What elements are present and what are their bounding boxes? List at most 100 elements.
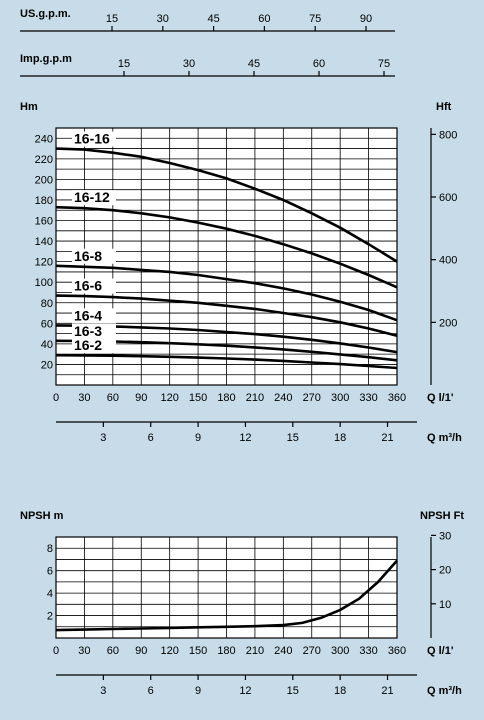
x-tick-label: 240 xyxy=(274,645,292,657)
y-tick-label: 140 xyxy=(35,236,53,248)
y-tick-label: 120 xyxy=(35,257,53,269)
secondary-tick-label: 12 xyxy=(239,685,251,697)
y-tick-label: 6 xyxy=(47,566,53,578)
secondary-tick-label: 18 xyxy=(334,685,346,697)
y-axis-label-right: NPSH Ft xyxy=(420,510,464,522)
x-tick-label: 150 xyxy=(189,645,207,657)
right-tick-label: 200 xyxy=(439,317,457,329)
y-tick-label: 220 xyxy=(35,154,53,166)
secondary-tick-label: 12 xyxy=(239,432,251,444)
y-tick-label: 2 xyxy=(47,611,53,623)
secondary-axis-label: Q m³/h xyxy=(427,432,462,444)
secondary-axis-label: Q m³/h xyxy=(427,685,462,697)
x-tick-label: 120 xyxy=(160,392,178,404)
series-label: 16-8 xyxy=(74,248,102,264)
secondary-tick-label: 9 xyxy=(195,432,201,444)
y-tick-label: 80 xyxy=(41,298,53,310)
y-tick-label: 240 xyxy=(35,133,53,145)
y-tick-label: 4 xyxy=(47,588,53,600)
series-label: 16-4 xyxy=(74,307,102,323)
unit-axis-tick-label: 45 xyxy=(207,13,219,25)
series-curve xyxy=(55,205,398,289)
unit-axis-tick-label: 75 xyxy=(309,13,321,25)
x-tick-label: 270 xyxy=(303,645,321,657)
series-label-bg xyxy=(72,248,116,264)
series-label: 16-16 xyxy=(74,131,110,147)
series-label: 16-6 xyxy=(74,278,102,294)
right-tick-label: 30 xyxy=(439,530,451,542)
x-tick-label: 180 xyxy=(217,392,235,404)
x-tick-label: 180 xyxy=(217,645,235,657)
secondary-tick-label: 15 xyxy=(287,432,299,444)
y-tick-label: 8 xyxy=(47,543,53,555)
y-tick-label: 40 xyxy=(41,339,53,351)
y-tick-label: 180 xyxy=(35,195,53,207)
secondary-tick-label: 21 xyxy=(381,432,393,444)
series-curve xyxy=(55,264,398,322)
x-tick-label: 30 xyxy=(78,392,90,404)
x-tick-label: 330 xyxy=(359,645,377,657)
x-axis-label: Q l/1' xyxy=(427,392,454,404)
x-tick-label: 360 xyxy=(388,645,406,657)
x-tick-label: 210 xyxy=(246,392,264,404)
secondary-tick-label: 6 xyxy=(148,432,154,444)
right-tick-label: 10 xyxy=(439,599,451,611)
right-tick-label: 600 xyxy=(439,192,457,204)
y-tick-label: 60 xyxy=(41,318,53,330)
x-tick-label: 270 xyxy=(303,392,321,404)
secondary-tick-label: 15 xyxy=(287,685,299,697)
secondary-tick-label: 18 xyxy=(334,432,346,444)
secondary-tick-label: 3 xyxy=(100,432,106,444)
y-tick-label: 160 xyxy=(35,216,53,228)
x-tick-label: 60 xyxy=(107,392,119,404)
right-tick-label: 400 xyxy=(439,255,457,267)
y-tick-label: 20 xyxy=(41,359,53,371)
x-tick-label: 0 xyxy=(53,645,59,657)
x-tick-label: 30 xyxy=(78,645,90,657)
unit-axis-label: US.g.p.m. xyxy=(20,8,71,20)
x-tick-label: 360 xyxy=(388,392,406,404)
x-tick-label: 300 xyxy=(331,645,349,657)
unit-axis-tick-label: 75 xyxy=(378,58,390,70)
secondary-tick-label: 9 xyxy=(195,685,201,697)
x-axis-label: Q l/1' xyxy=(427,645,454,657)
unit-axis-label: Imp.g.p.m xyxy=(20,53,72,65)
right-tick-label: 20 xyxy=(439,565,451,577)
series-label-bg xyxy=(72,308,116,324)
secondary-tick-label: 21 xyxy=(381,685,393,697)
x-tick-label: 90 xyxy=(135,645,147,657)
series-label-bg xyxy=(72,323,116,339)
unit-axis-tick-label: 60 xyxy=(258,13,270,25)
x-tick-label: 150 xyxy=(189,392,207,404)
series-label-bg xyxy=(72,131,116,147)
x-tick-label: 330 xyxy=(359,392,377,404)
y-axis-label-right: Hft xyxy=(436,101,452,113)
secondary-tick-label: 6 xyxy=(148,685,154,697)
y-tick-label: 200 xyxy=(35,174,53,186)
series-label: 16-12 xyxy=(74,189,110,205)
series-label-bg xyxy=(72,338,116,354)
unit-axis-tick-label: 60 xyxy=(313,58,325,70)
y-axis-label: Hm xyxy=(20,101,38,113)
series-label: 16-3 xyxy=(74,323,102,339)
secondary-tick-label: 3 xyxy=(100,685,106,697)
x-tick-label: 90 xyxy=(135,392,147,404)
series-curve xyxy=(55,147,398,263)
x-tick-label: 0 xyxy=(53,392,59,404)
unit-axis-tick-label: 15 xyxy=(106,13,118,25)
x-tick-label: 210 xyxy=(246,645,264,657)
right-tick-label: 800 xyxy=(439,129,457,141)
y-axis-label: NPSH m xyxy=(20,510,64,522)
series-curve xyxy=(55,353,398,370)
x-tick-label: 300 xyxy=(331,392,349,404)
y-tick-label: 100 xyxy=(35,277,53,289)
series-label-bg xyxy=(72,278,116,294)
unit-axis-tick-label: 30 xyxy=(157,13,169,25)
series-curve xyxy=(55,294,398,337)
series-label: 16-2 xyxy=(74,337,102,353)
x-tick-label: 120 xyxy=(160,645,178,657)
x-tick-label: 60 xyxy=(107,645,119,657)
series-label-bg xyxy=(72,190,116,206)
unit-axis-tick-label: 90 xyxy=(360,13,372,25)
